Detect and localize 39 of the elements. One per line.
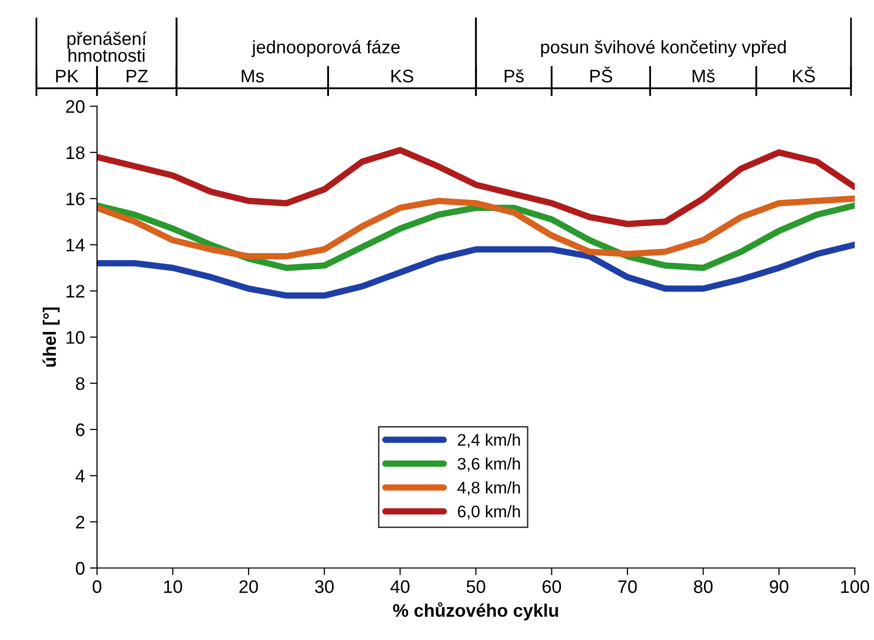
y-tick-label: 10 [66,331,85,344]
text: PZ [126,70,148,82]
legend-label: 2,4 km/h [458,434,520,448]
y-axis-title: úhel [°] [42,307,60,367]
y-tick-label: 14 [66,238,85,252]
y-tick-label: 12 [66,284,84,298]
y-tick-label: 20 [66,100,85,113]
text: jednooporová fáze [252,40,400,58]
x-tick-label: 90 [770,580,788,594]
text: PŠ [590,66,612,82]
text: PK [56,70,79,82]
y-tick-label: 0 [76,562,85,575]
x-tick-label: 40 [390,580,410,594]
x-axis-title: % chůzového cyklu [393,602,558,620]
x-tick-label: 20 [239,580,258,594]
text: KŠ [793,66,815,82]
text: Mš [692,69,715,82]
y-tick-label: 2 [76,516,84,528]
text: posun švihové končetiny vpřed [541,40,786,58]
x-tick-label: 80 [694,580,713,594]
text: Pš [504,69,524,82]
y-tick-label: 16 [66,192,84,206]
text: Ms [242,70,264,82]
x-tick-label: 30 [314,580,334,594]
x-tick-label: 70 [618,580,637,594]
y-tick-label: 18 [66,146,84,160]
text: KS [391,70,414,82]
y-tick-label: 4 [76,470,85,482]
x-tick-label: 10 [164,580,182,594]
x-tick-label: 100 [841,580,870,594]
legend-label: 3,6 km/h [458,457,520,472]
text: přenášení hmotnosti [68,32,147,62]
x-tick-label: 0 [92,580,102,594]
y-tick-label: 6 [76,423,84,436]
x-tick-label: 60 [542,580,562,594]
y-tick-label: 8 [76,377,84,390]
legend-label: 4,8 km/h [457,481,520,496]
legend-label: 6,0 km/h [458,505,520,520]
x-tick-label: 50 [466,580,486,594]
